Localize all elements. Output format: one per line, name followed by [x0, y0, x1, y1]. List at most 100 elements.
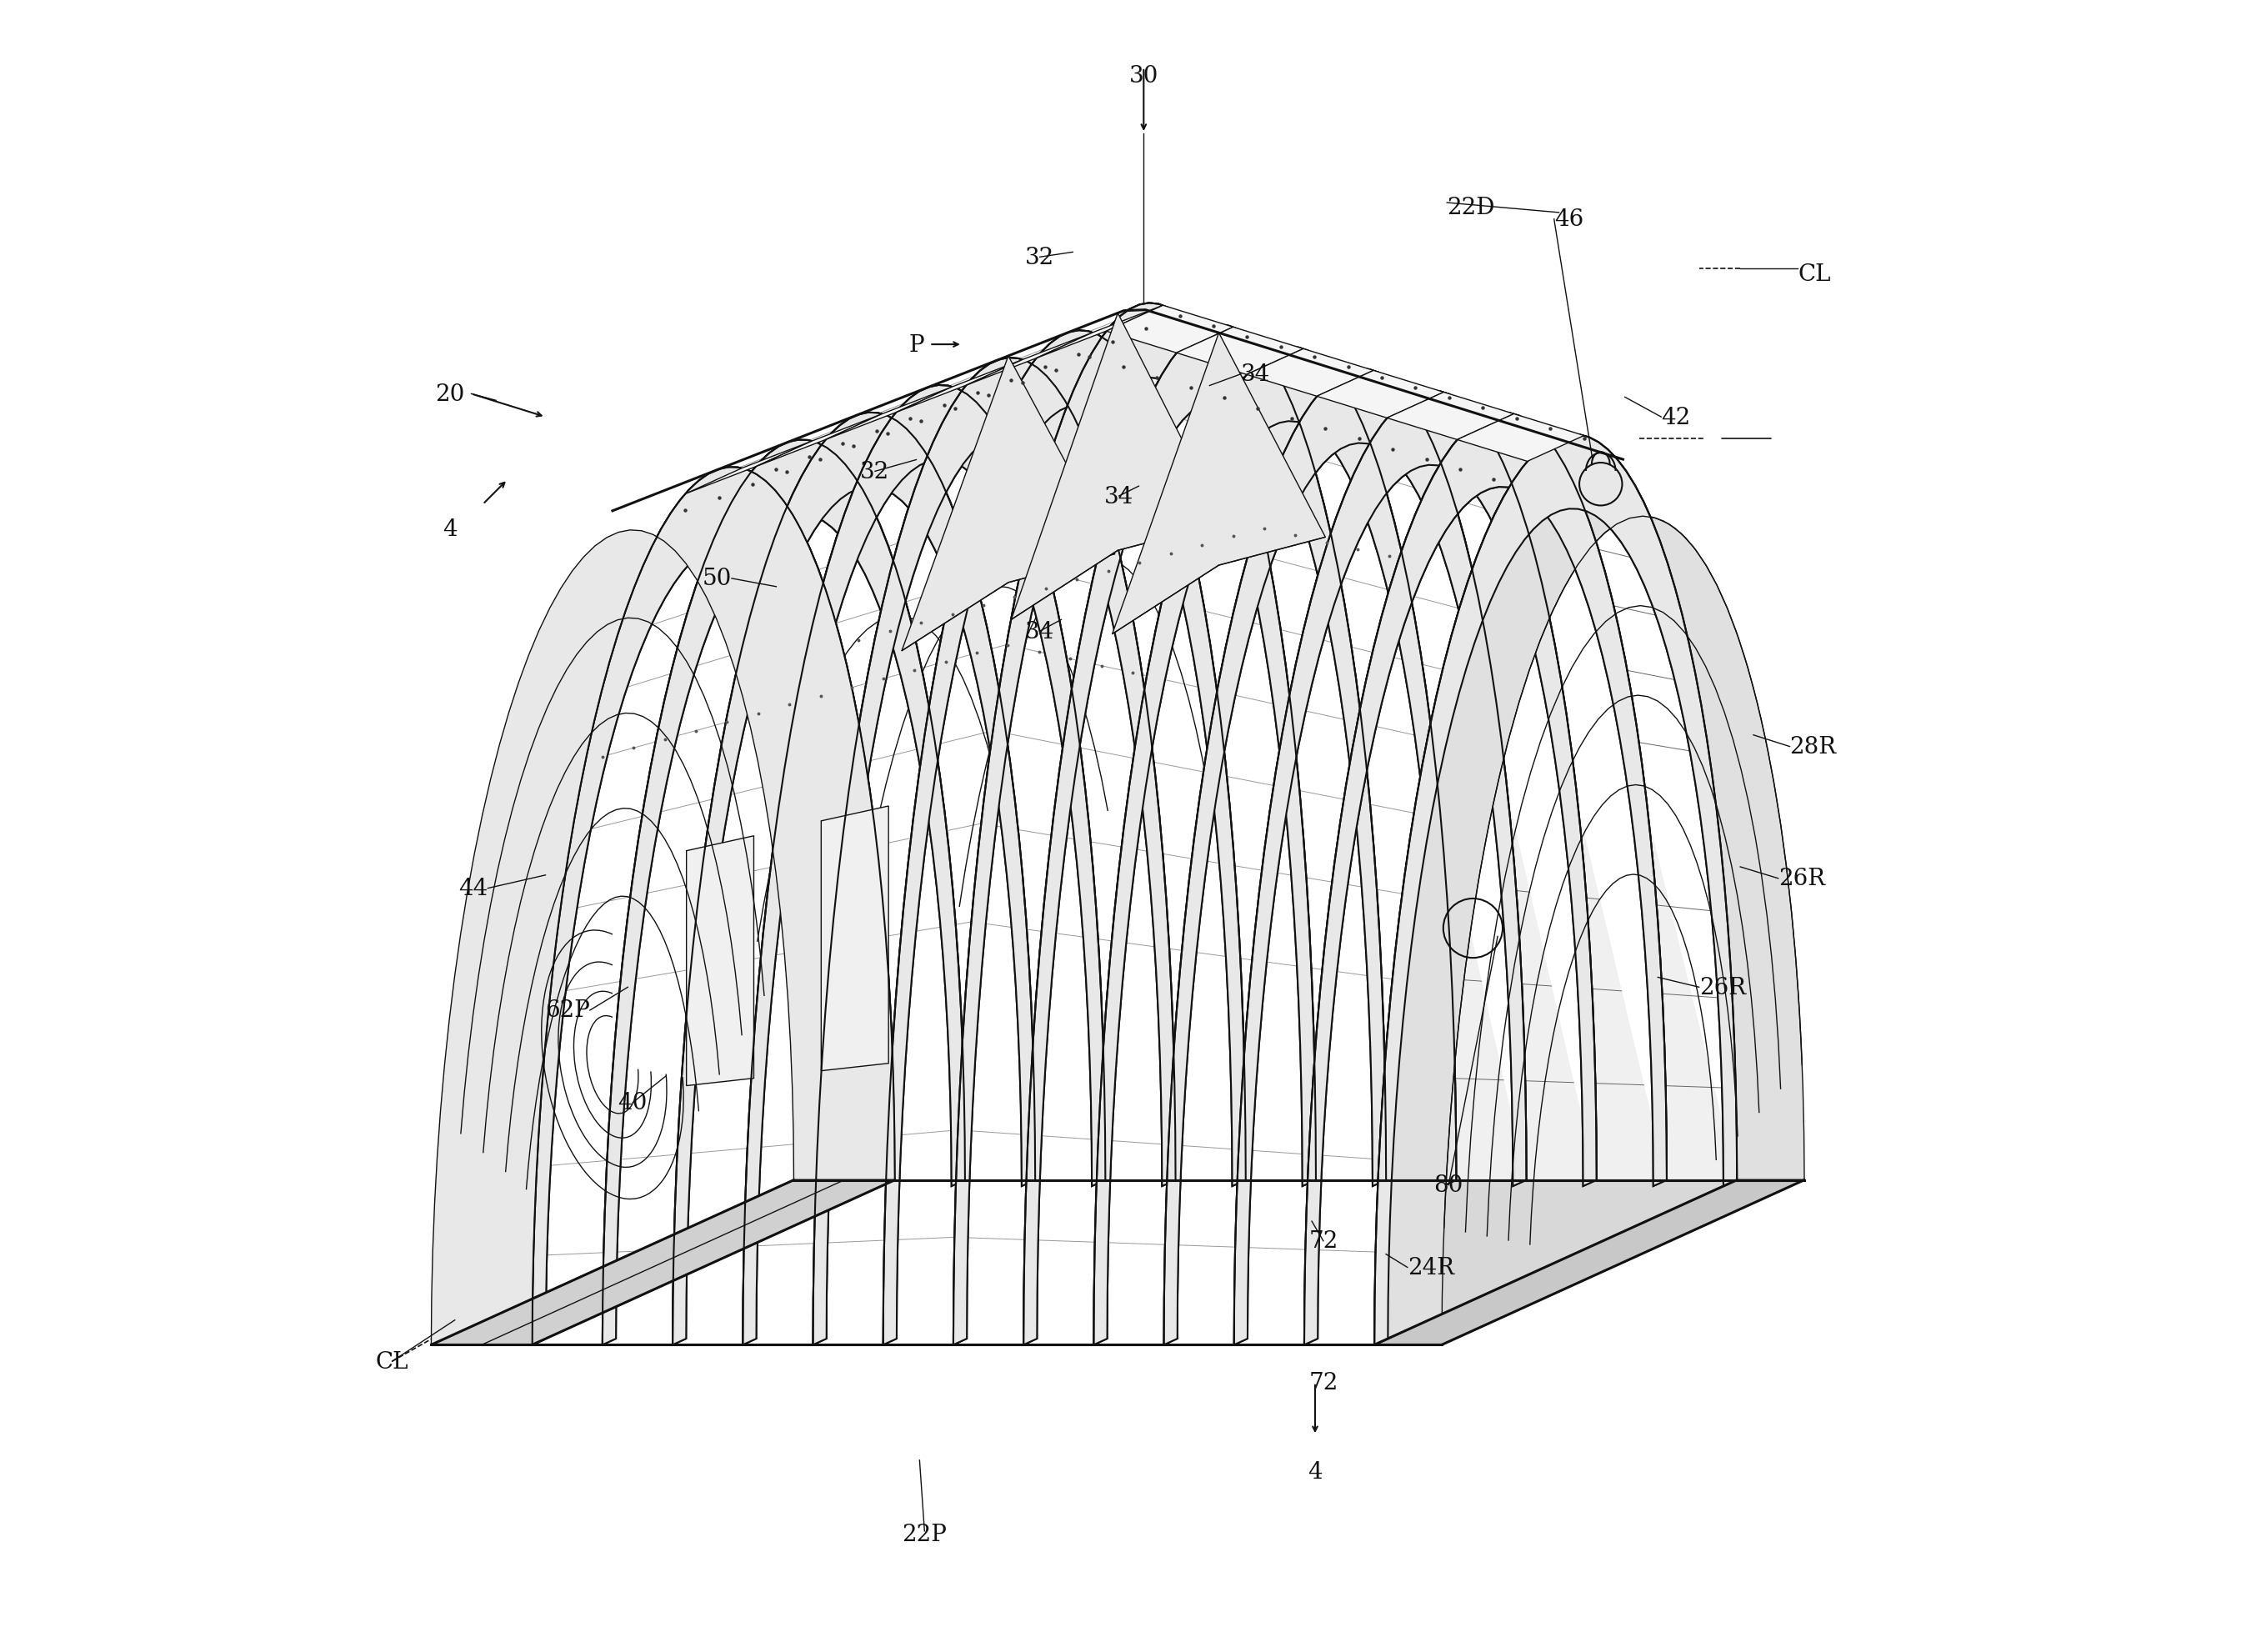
Text: 24R: 24R	[1406, 1256, 1454, 1279]
Polygon shape	[1456, 415, 1585, 463]
Polygon shape	[1024, 325, 1386, 1345]
Polygon shape	[1415, 392, 1666, 1180]
Polygon shape	[601, 416, 855, 1345]
Polygon shape	[1485, 413, 1736, 1180]
Text: 46: 46	[1553, 208, 1583, 231]
Polygon shape	[884, 330, 1246, 1345]
Polygon shape	[814, 335, 1065, 1345]
Polygon shape	[1235, 392, 1596, 1345]
Polygon shape	[601, 441, 965, 1345]
Text: 32: 32	[861, 461, 891, 482]
Polygon shape	[531, 314, 1556, 1345]
Polygon shape	[672, 413, 1036, 1345]
Polygon shape	[1275, 347, 1526, 1180]
Polygon shape	[954, 304, 1316, 1345]
Polygon shape	[1036, 306, 1162, 358]
Polygon shape	[1375, 434, 1736, 1345]
Polygon shape	[1024, 325, 1386, 1345]
Polygon shape	[672, 390, 925, 1345]
Text: 34: 34	[1103, 486, 1133, 507]
Polygon shape	[755, 415, 882, 468]
Polygon shape	[685, 441, 812, 494]
Text: 62P: 62P	[545, 999, 590, 1021]
Polygon shape	[601, 441, 965, 1345]
Polygon shape	[954, 307, 1205, 1345]
Polygon shape	[744, 385, 1106, 1345]
Polygon shape	[821, 806, 889, 1070]
Polygon shape	[714, 314, 1736, 1180]
Text: 22P: 22P	[902, 1523, 947, 1546]
Polygon shape	[1246, 349, 1372, 396]
Polygon shape	[1235, 395, 1485, 1345]
Polygon shape	[531, 468, 895, 1345]
Polygon shape	[1345, 370, 1596, 1180]
Polygon shape	[965, 334, 1092, 387]
Text: 42: 42	[1662, 406, 1691, 430]
Polygon shape	[895, 360, 1022, 413]
Text: 72: 72	[1309, 1229, 1339, 1252]
Text: P: P	[909, 334, 925, 357]
Polygon shape	[954, 304, 1316, 1345]
Text: CL: CL	[375, 1350, 409, 1373]
Polygon shape	[785, 413, 1036, 1180]
Polygon shape	[1305, 413, 1666, 1345]
Polygon shape	[1094, 350, 1345, 1345]
Polygon shape	[672, 413, 1036, 1345]
Polygon shape	[1164, 370, 1526, 1345]
Polygon shape	[1106, 306, 1232, 354]
Polygon shape	[1065, 304, 1316, 1180]
Text: 4: 4	[1307, 1460, 1323, 1483]
Polygon shape	[531, 1180, 1736, 1345]
Polygon shape	[884, 307, 1135, 1345]
Polygon shape	[1112, 334, 1325, 634]
Polygon shape	[744, 362, 995, 1345]
Polygon shape	[1024, 329, 1275, 1345]
Text: 80: 80	[1433, 1175, 1463, 1196]
Polygon shape	[1094, 347, 1456, 1345]
Text: 50: 50	[703, 568, 733, 590]
Polygon shape	[687, 836, 753, 1085]
Text: 28R: 28R	[1791, 735, 1836, 758]
Polygon shape	[531, 444, 785, 1345]
Polygon shape	[925, 358, 1176, 1180]
Text: 20: 20	[434, 383, 464, 406]
Text: 72: 72	[1309, 1371, 1339, 1394]
Polygon shape	[1386, 393, 1515, 439]
Text: 4: 4	[443, 519, 457, 540]
Text: 32: 32	[1024, 246, 1054, 269]
Polygon shape	[1375, 1180, 1804, 1345]
Polygon shape	[1164, 373, 1415, 1345]
Text: 30: 30	[1128, 64, 1158, 88]
Polygon shape	[1176, 327, 1302, 375]
Polygon shape	[814, 358, 1176, 1345]
Polygon shape	[531, 468, 895, 1345]
Text: 34: 34	[1024, 621, 1054, 643]
Text: CL: CL	[1797, 263, 1831, 286]
Text: 26R: 26R	[1777, 867, 1825, 890]
Text: 44: 44	[459, 877, 488, 900]
Text: 26R: 26R	[1698, 976, 1745, 999]
Polygon shape	[714, 441, 965, 1180]
Polygon shape	[825, 387, 952, 439]
Polygon shape	[1305, 413, 1666, 1345]
Polygon shape	[1011, 314, 1223, 620]
Polygon shape	[995, 330, 1246, 1180]
Polygon shape	[1316, 372, 1445, 418]
Polygon shape	[1305, 416, 1556, 1345]
Polygon shape	[814, 358, 1176, 1345]
Text: 34: 34	[1241, 363, 1271, 387]
Text: 40: 40	[617, 1092, 647, 1113]
Polygon shape	[884, 330, 1246, 1345]
Polygon shape	[855, 385, 1106, 1180]
Polygon shape	[1375, 434, 1804, 1345]
Polygon shape	[1164, 370, 1526, 1345]
Text: 22D: 22D	[1447, 197, 1495, 220]
Polygon shape	[432, 468, 895, 1345]
Polygon shape	[902, 357, 1115, 651]
Polygon shape	[1235, 392, 1596, 1345]
Polygon shape	[1094, 347, 1456, 1345]
Polygon shape	[1375, 434, 1736, 1345]
Polygon shape	[1135, 304, 1386, 1180]
Polygon shape	[744, 385, 1106, 1345]
Polygon shape	[1205, 325, 1456, 1180]
